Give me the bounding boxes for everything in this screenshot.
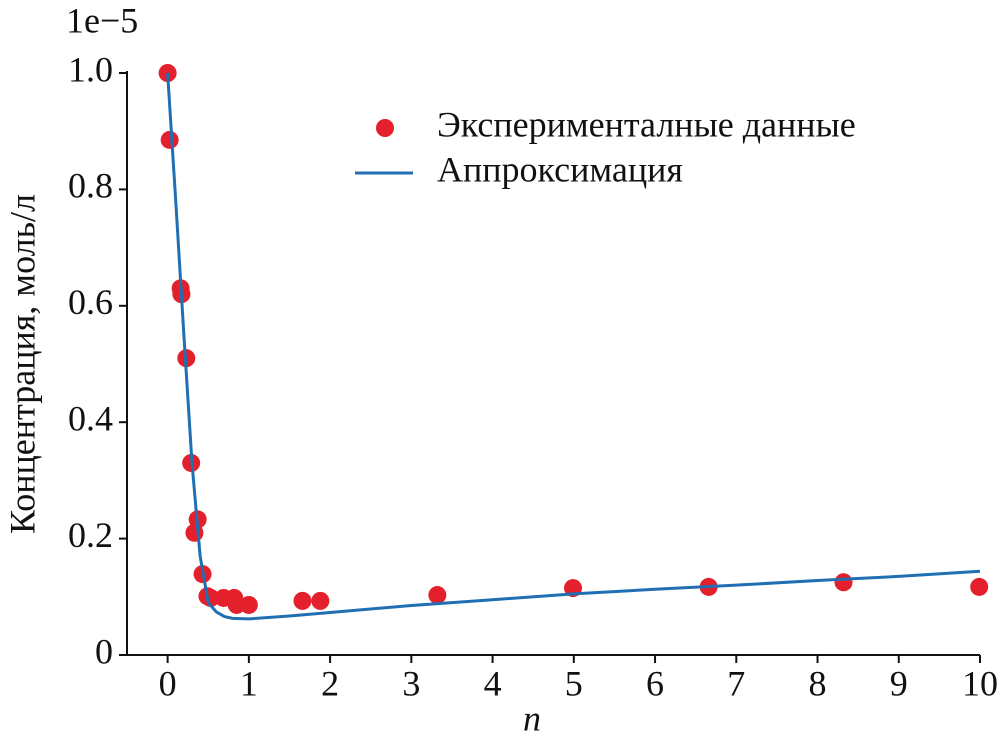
approximation-line [166, 72, 981, 621]
x-tick-label: 10 [962, 663, 998, 703]
y-tick-label: 0.6 [68, 282, 113, 322]
x-tick-label: 2 [321, 663, 339, 703]
y-axis-label: Концентрация, моль/л [2, 194, 42, 534]
data-point [239, 595, 258, 614]
x-axis-label: n [523, 698, 541, 738]
y-tick-label: 0.4 [68, 398, 113, 438]
legend-label: Эксперименталные данные [437, 104, 856, 144]
data-point [970, 577, 989, 596]
y-tick-label: 0.2 [68, 515, 113, 555]
x-tick-label: 9 [890, 663, 908, 703]
y-tick-label: 0 [95, 631, 113, 671]
legend-marker [376, 119, 394, 137]
x-tick-label: 4 [484, 663, 502, 703]
data-point [160, 130, 179, 149]
x-tick-label: 1 [240, 663, 258, 703]
x-tick-label: 8 [809, 663, 827, 703]
y-tick-label: 1.0 [68, 49, 113, 89]
data-point [428, 586, 447, 605]
y-tick-label: 0.8 [68, 166, 113, 206]
legend-label: Аппроксимация [437, 149, 683, 189]
x-tick-label: 6 [646, 663, 664, 703]
x-tick-label: 0 [159, 663, 177, 703]
data-point [311, 591, 330, 610]
y-offset-label: 1e−5 [66, 0, 138, 40]
data-point [293, 591, 312, 610]
data-point [834, 573, 853, 592]
x-tick-label: 3 [402, 663, 420, 703]
x-tick-label: 7 [727, 663, 745, 703]
x-tick-label: 5 [565, 663, 583, 703]
